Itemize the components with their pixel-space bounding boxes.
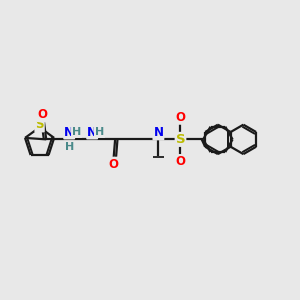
Text: S: S <box>35 118 44 131</box>
Text: N: N <box>87 125 97 139</box>
Text: H: H <box>64 142 74 152</box>
Text: H: H <box>72 127 81 137</box>
Text: O: O <box>176 111 185 124</box>
Text: O: O <box>176 155 185 168</box>
Text: O: O <box>109 158 118 171</box>
Text: N: N <box>64 125 74 139</box>
Text: N: N <box>153 126 164 140</box>
Text: O: O <box>38 108 47 121</box>
Text: S: S <box>176 133 185 146</box>
Text: H: H <box>95 127 104 137</box>
